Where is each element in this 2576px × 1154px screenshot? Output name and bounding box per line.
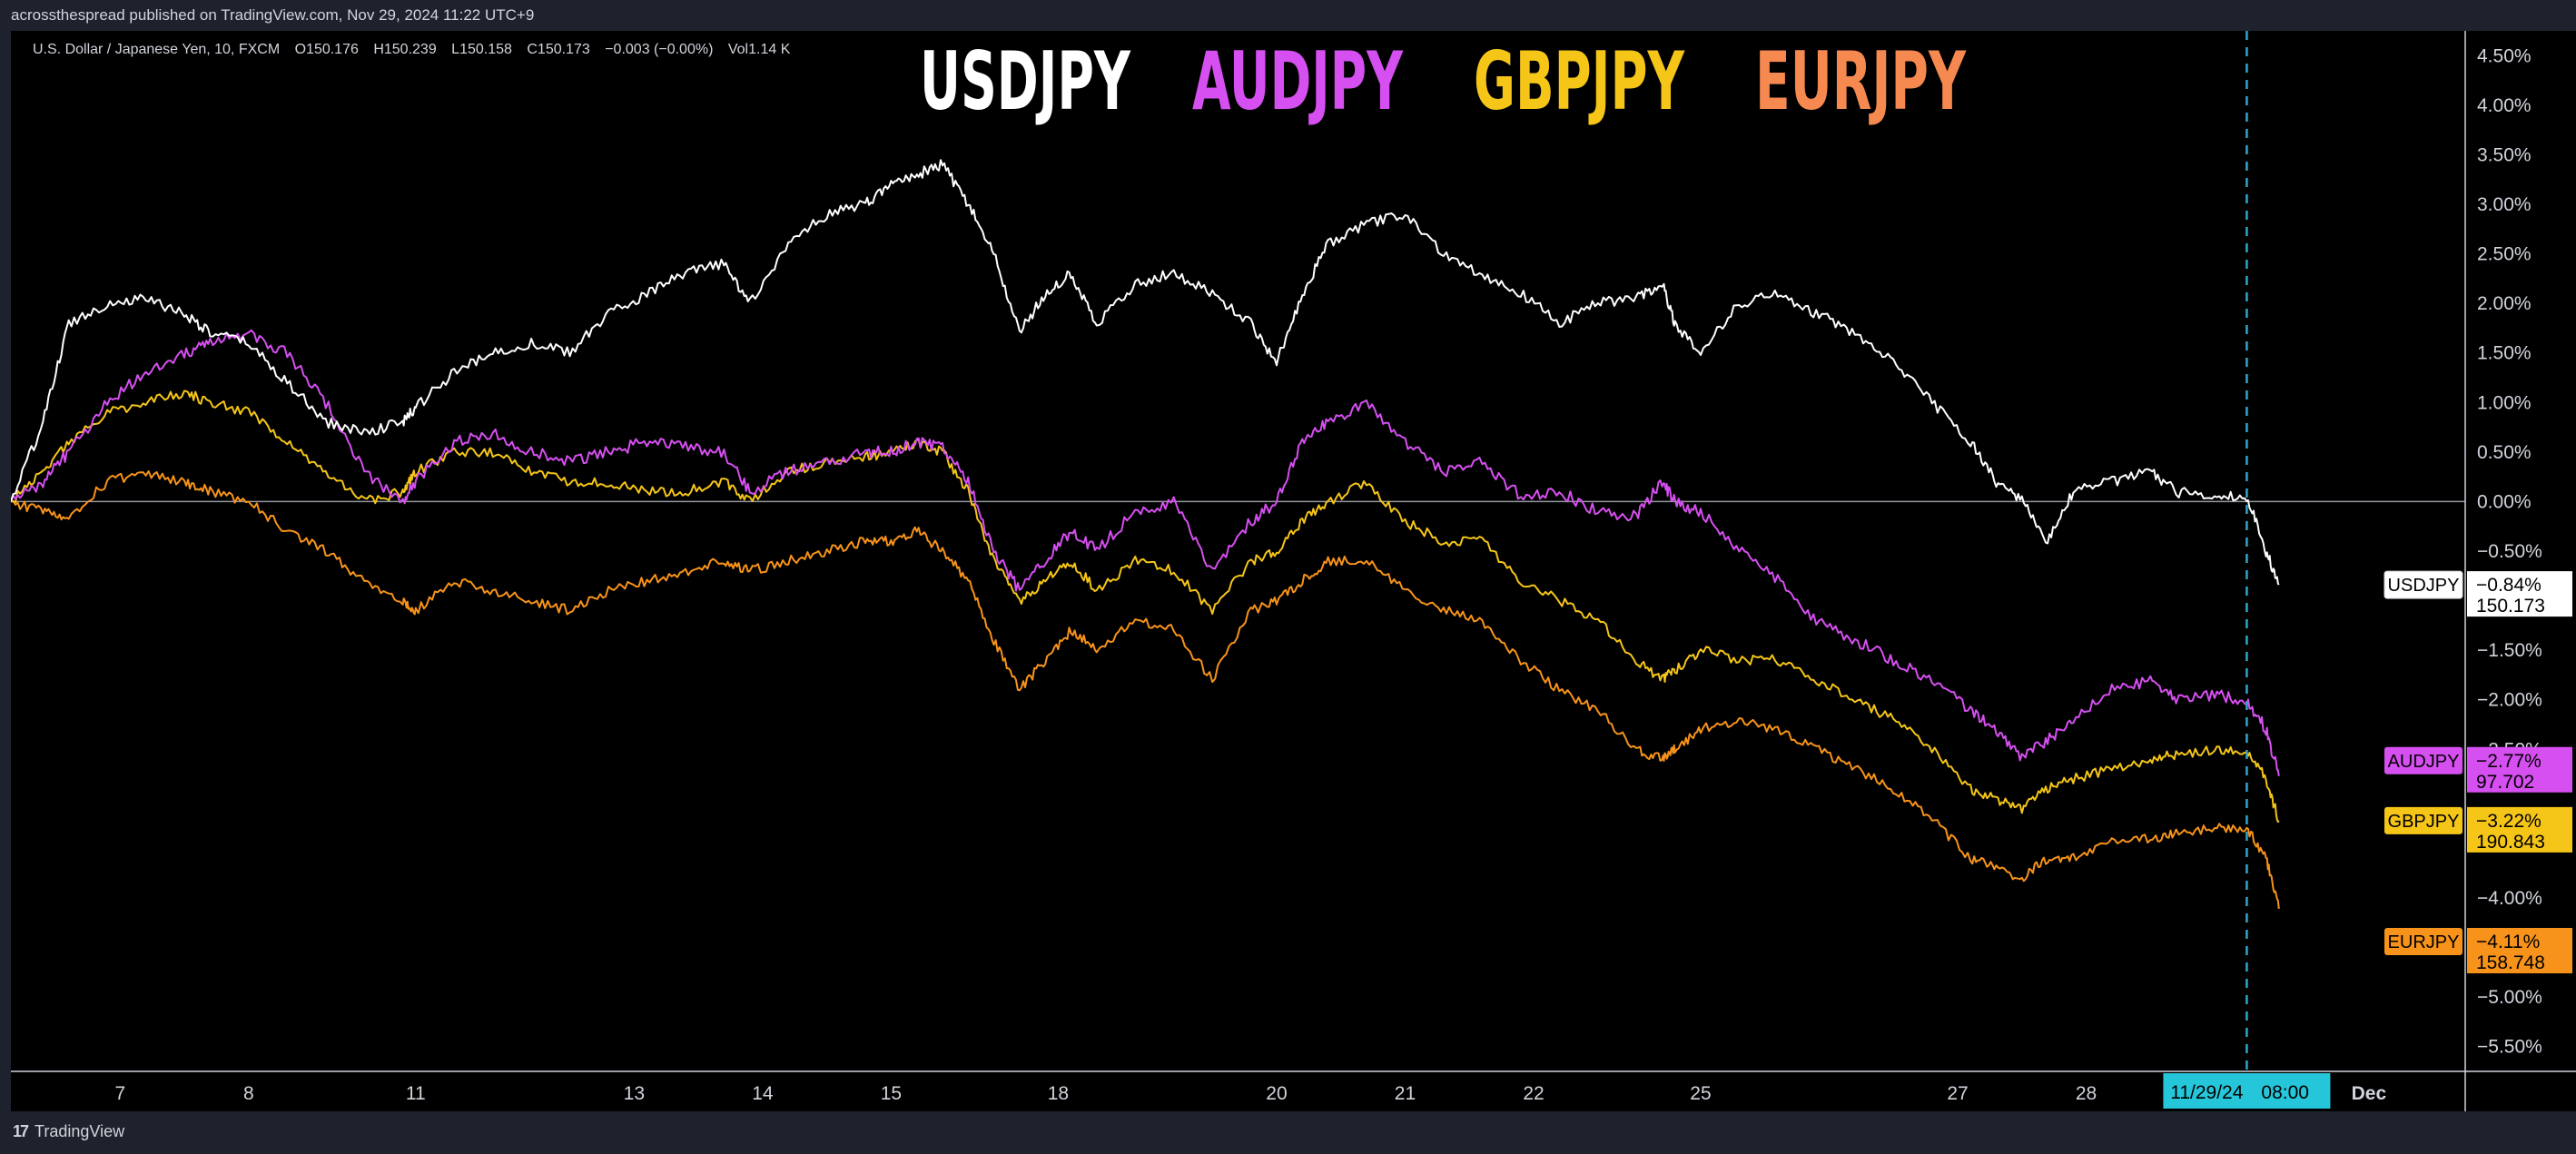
price-badge-percent: −3.22% (2476, 811, 2541, 832)
crosshair-date: 11/29/24 (2170, 1082, 2244, 1103)
y-tick-label: −4.00% (2477, 888, 2542, 909)
series-line-eurjpy (11, 470, 2280, 910)
series-name-tag-audjpy: AUDJPY (2384, 746, 2462, 774)
y-tick-label: 3.50% (2477, 144, 2532, 165)
x-tick-label: 20 (1266, 1083, 1287, 1104)
y-tick-label: 0.50% (2477, 442, 2532, 463)
series-line-audjpy (11, 329, 2280, 776)
series-name-tag-bg (2384, 570, 2463, 599)
price-badge-percent: −2.77% (2476, 751, 2541, 772)
y-tick-label: 4.00% (2477, 95, 2532, 116)
price-badge-percent: −0.84% (2476, 575, 2541, 596)
y-tick-label: 2.00% (2477, 293, 2532, 314)
x-tick-label: 8 (243, 1083, 254, 1104)
price-badge-usdjpy: −0.84%150.173 (2467, 571, 2572, 617)
crosshair-time: 08:00 (2261, 1082, 2309, 1103)
y-tick-label: −0.50% (2477, 541, 2542, 562)
price-badge-eurjpy: −4.11%158.748 (2467, 928, 2572, 974)
tradingview-logo-icon: 17 (13, 1122, 29, 1140)
change-value: −0.003 (−0.00%) (605, 42, 714, 57)
y-tick-label: 1.50% (2477, 343, 2532, 364)
x-tick-label: Dec (2352, 1083, 2387, 1104)
series-name-tag-bg (2384, 806, 2462, 834)
x-tick-label: 15 (881, 1083, 902, 1104)
series-line-usdjpy (11, 159, 2280, 586)
price-badge-gbpjpy: −3.22%190.843 (2467, 806, 2572, 853)
series-name-tag-text: USDJPY (2388, 576, 2460, 596)
legend-usdjpy: USDJPY (920, 35, 1131, 128)
x-tick-label: 25 (1690, 1083, 1711, 1104)
y-tick-label: 2.50% (2477, 244, 2532, 265)
series-name-tag-eurjpy: EURJPY (2384, 928, 2462, 956)
tradingview-brand: TradingView (35, 1122, 125, 1140)
open-value: O150.176 (294, 42, 359, 57)
x-tick-label: 11 (406, 1083, 426, 1104)
series-name-tag-gbpjpy: GBPJPY (2384, 806, 2462, 834)
tradingview-logo[interactable]: 17 TradingView (13, 1122, 124, 1141)
x-tick-label: 13 (624, 1083, 645, 1104)
symbol-description[interactable]: U.S. Dollar / Japanese Yen, 10, FXCM (33, 42, 281, 57)
price-badge-bg (2467, 806, 2572, 853)
price-badge-audjpy: −2.77%97.702 (2467, 746, 2572, 793)
price-badge-price: 158.748 (2476, 952, 2545, 973)
volume-value: Vol1.14 K (727, 42, 791, 57)
series-name-tag-text: GBPJPY (2388, 812, 2460, 832)
x-tick-label: 18 (1048, 1083, 1069, 1104)
x-tick-label: 14 (752, 1083, 774, 1104)
x-tick-label: 7 (114, 1083, 125, 1104)
x-tick-label: 27 (1947, 1083, 1968, 1104)
x-tick-label: 22 (1523, 1083, 1544, 1104)
y-tick-label: −2.00% (2477, 690, 2542, 711)
price-badge-bg (2467, 746, 2572, 793)
y-tick-label: 1.00% (2477, 392, 2532, 413)
y-tick-label: −5.50% (2477, 1037, 2542, 1058)
chart-svg[interactable]: USDJPY AUDJPY GBPJPY EURJPY 4.50% 4.00% 3.50%… (11, 31, 2576, 1111)
x-tick-label: 28 (2076, 1083, 2097, 1104)
published-line: acrossthespread published on TradingView… (0, 0, 2576, 31)
price-axis (2465, 31, 2576, 1071)
series-name-tag-text: AUDJPY (2388, 752, 2460, 772)
ohlc-legend: U.S. Dollar / Japanese Yen, 10, FXCM O15… (33, 42, 801, 58)
crosshair-date-badge (2163, 1073, 2331, 1109)
series-line-gbpjpy (11, 390, 2280, 824)
close-value: C150.173 (527, 42, 590, 57)
legend-eurjpy: EURJPY (1755, 35, 1967, 128)
bottom-bar: 17 TradingView (0, 1111, 2576, 1154)
price-badge-price: 150.173 (2476, 596, 2545, 616)
chart-frame: USDJPY AUDJPY GBPJPY EURJPY 4.50% 4.00% 3.50%… (11, 31, 2576, 1111)
price-badge-price: 190.843 (2476, 832, 2545, 853)
price-badge-price: 97.702 (2476, 772, 2534, 793)
y-tick-label: 4.50% (2477, 45, 2532, 66)
series-name-tag-bg (2384, 746, 2462, 774)
x-tick-label: 21 (1395, 1083, 1416, 1104)
legend-audjpy: AUDJPY (1192, 35, 1404, 128)
low-value: L150.158 (451, 42, 512, 57)
y-tick-label: −5.00% (2477, 987, 2542, 1008)
price-badge-bg (2467, 928, 2572, 974)
series-name-tag-bg (2384, 928, 2462, 956)
series-name-tag-text: EURJPY (2388, 932, 2460, 952)
y-tick-label: −1.50% (2477, 640, 2542, 661)
series-name-tag-usdjpy: USDJPY (2384, 570, 2463, 599)
high-value: H150.239 (373, 42, 437, 57)
price-badge-bg (2467, 571, 2572, 617)
plot-area (11, 31, 2465, 1071)
legend-gbpjpy: GBPJPY (1474, 35, 1685, 128)
y-tick-label: 0.00% (2477, 491, 2532, 512)
y-tick-label: 3.00% (2477, 194, 2532, 215)
price-badge-percent: −4.11% (2476, 932, 2540, 952)
